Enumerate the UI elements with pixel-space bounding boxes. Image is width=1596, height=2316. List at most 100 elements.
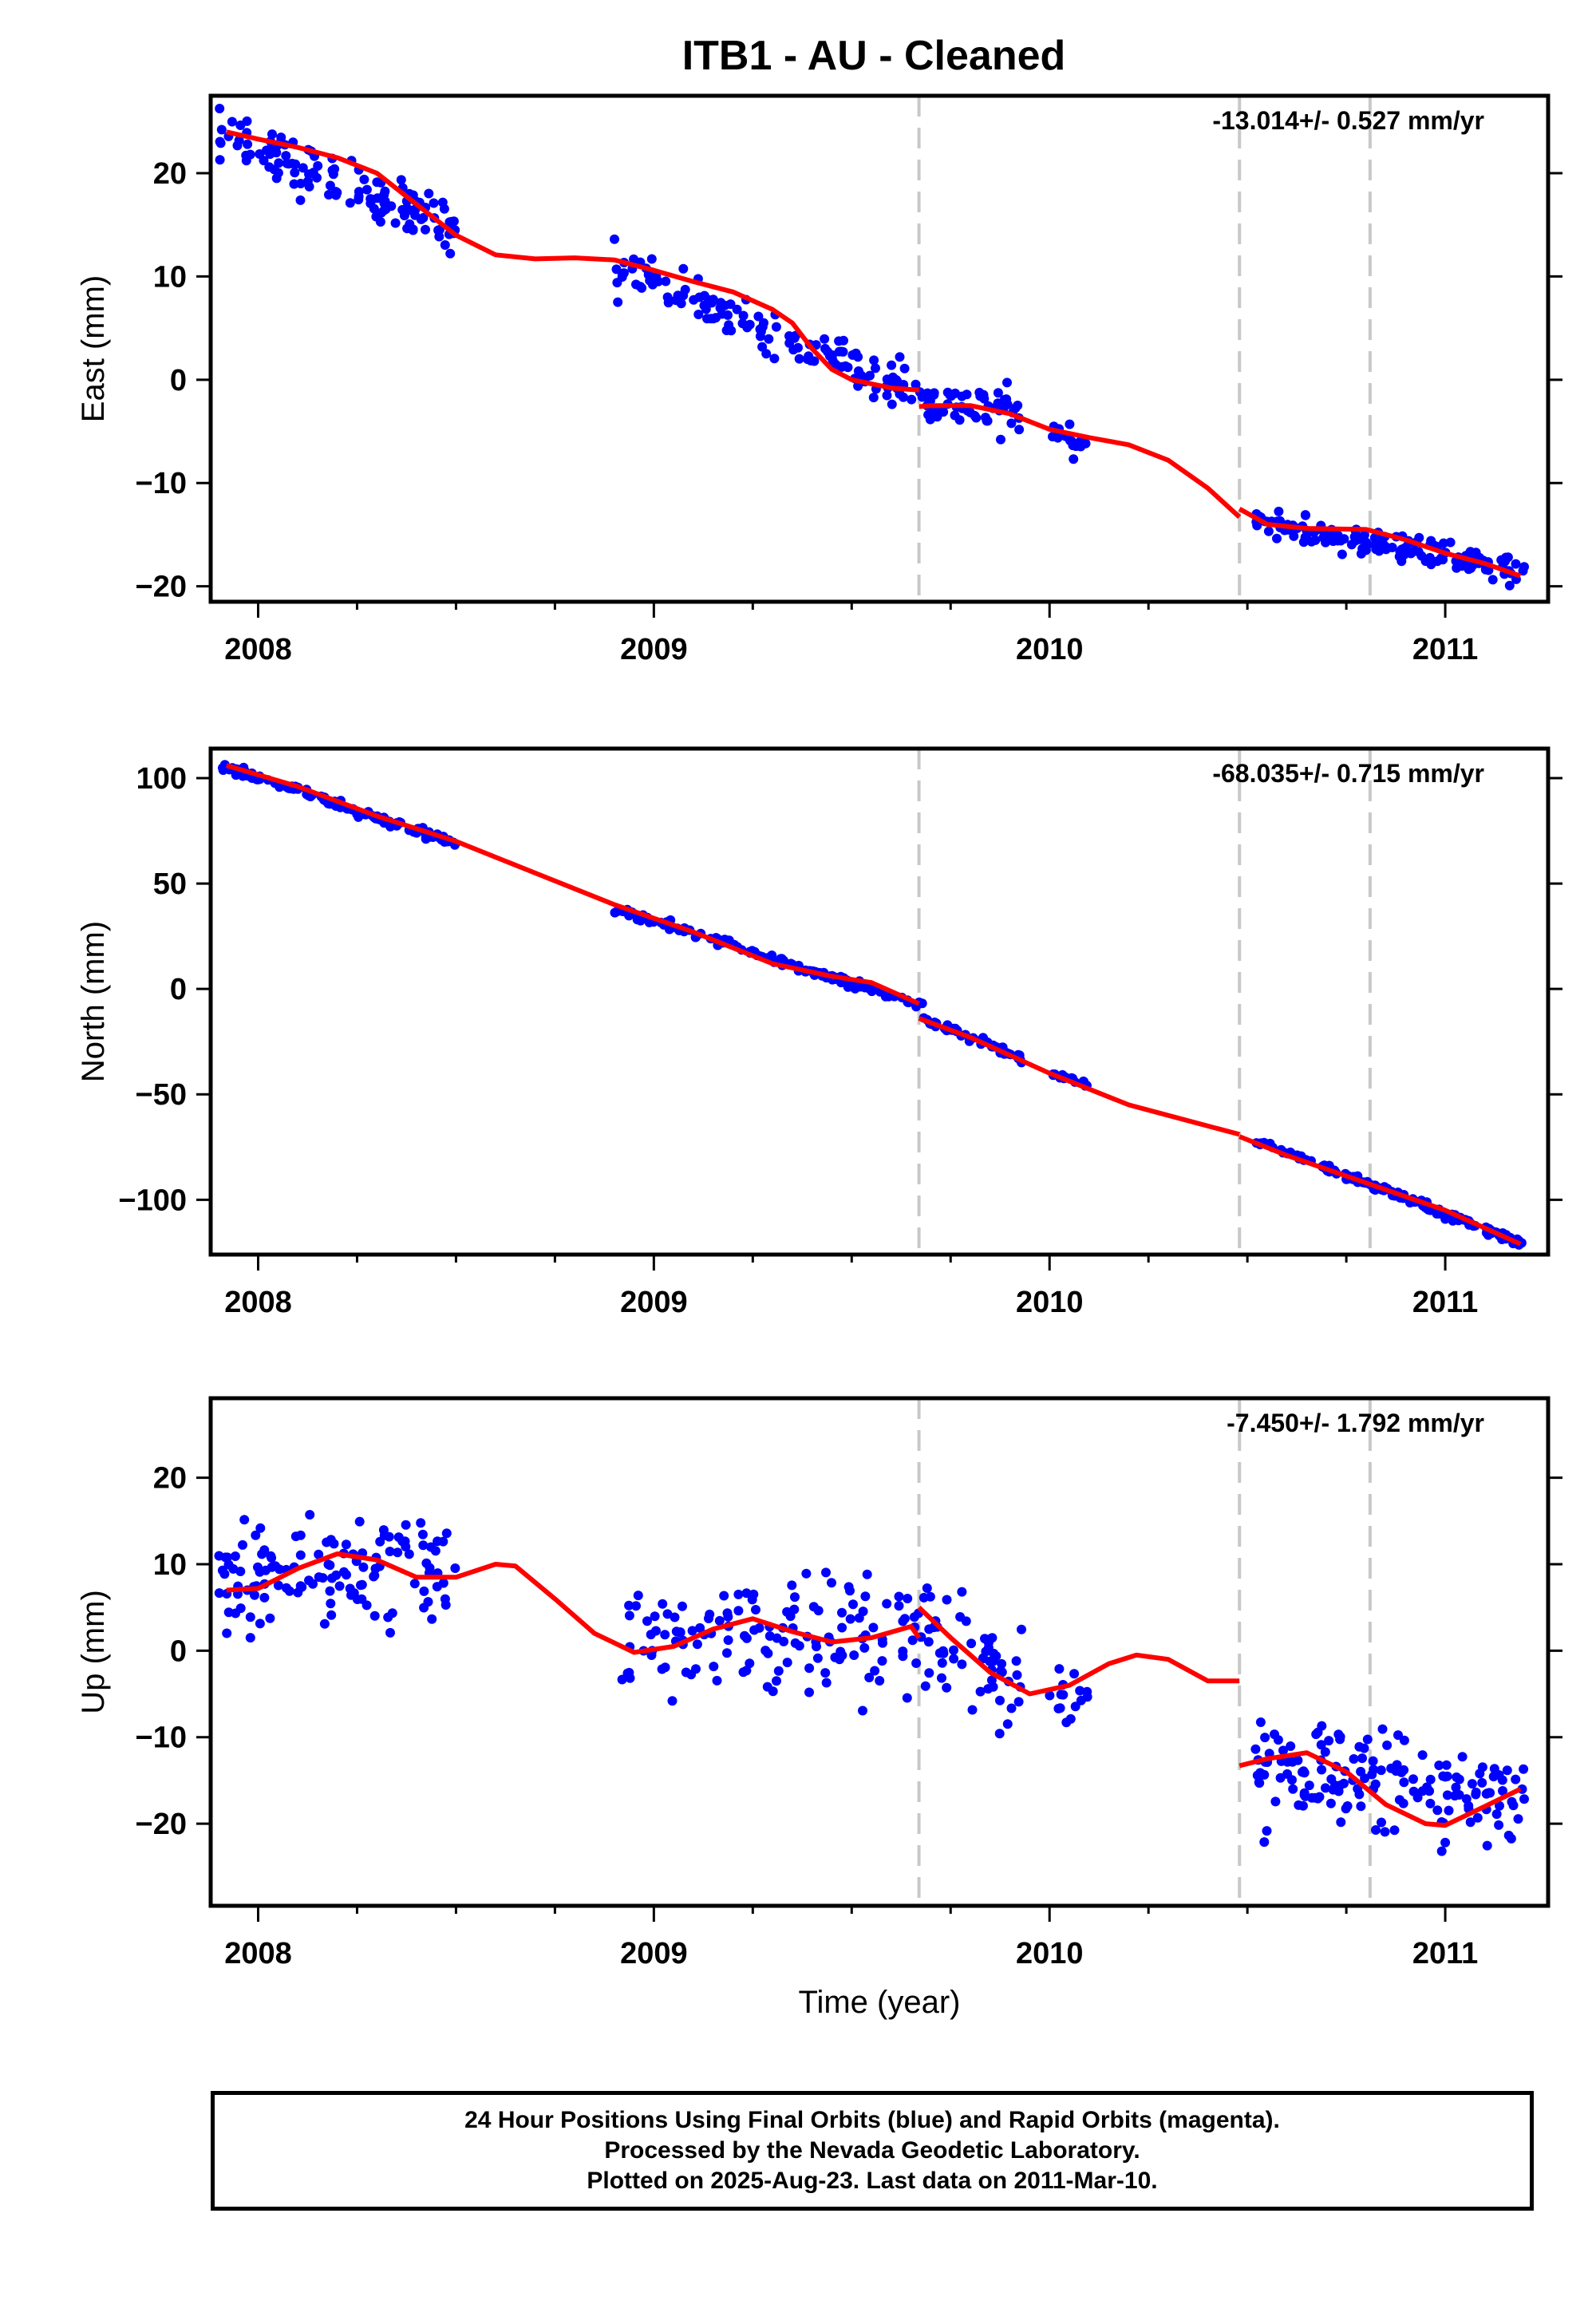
footer-line-1: 24 Hour Positions Using Final Orbits (bl…	[464, 2107, 1280, 2133]
data-point	[339, 1567, 349, 1577]
data-point	[849, 1650, 859, 1660]
data-point	[275, 782, 285, 792]
data-point	[877, 1656, 887, 1666]
data-point	[757, 342, 768, 352]
data-point	[1263, 526, 1274, 536]
data-point	[962, 389, 972, 400]
data-point	[450, 1563, 460, 1573]
data-point	[662, 1609, 673, 1619]
data-point	[265, 149, 275, 160]
data-point	[1326, 1774, 1337, 1784]
data-point	[624, 1611, 634, 1621]
data-point	[902, 1693, 912, 1703]
data-point	[1260, 1733, 1270, 1743]
data-point	[911, 379, 921, 389]
data-point	[988, 1656, 998, 1666]
data-point	[441, 1528, 452, 1539]
data-point	[613, 297, 623, 307]
plot-frame	[208, 93, 1551, 604]
data-point	[273, 1580, 283, 1591]
data-point	[1272, 533, 1282, 543]
data-point	[1349, 1754, 1359, 1764]
data-point	[238, 771, 248, 781]
y-tick-label: 0	[170, 364, 187, 397]
data-point	[358, 1562, 369, 1572]
data-point	[1328, 1784, 1338, 1795]
rate-label: -13.014+/- 0.527 mm/yr	[1212, 106, 1484, 135]
data-point	[772, 1676, 781, 1686]
data-point	[875, 1676, 885, 1686]
data-point	[327, 1573, 337, 1583]
data-point	[923, 1637, 934, 1647]
data-point	[243, 139, 253, 149]
data-point	[993, 388, 1003, 398]
data-point	[232, 140, 243, 151]
data-point	[1317, 1765, 1327, 1775]
data-point	[1300, 510, 1310, 520]
data-point	[986, 1675, 997, 1686]
y-tick-label: −20	[136, 571, 187, 604]
data-point	[869, 355, 879, 366]
data-point	[424, 188, 434, 199]
data-point	[215, 104, 225, 113]
data-point	[1320, 1747, 1330, 1757]
data-point	[661, 276, 671, 287]
data-point	[821, 1678, 832, 1688]
data-points	[215, 104, 1529, 591]
data-point	[1259, 1837, 1270, 1848]
data-point	[784, 338, 795, 348]
data-point	[217, 1565, 227, 1575]
data-point	[633, 1591, 643, 1601]
plot-frame	[208, 746, 1551, 1257]
data-point	[762, 1682, 772, 1692]
data-point	[404, 1549, 414, 1559]
data-point	[1471, 1789, 1481, 1800]
data-points	[214, 1510, 1529, 1856]
data-point	[1002, 377, 1012, 388]
data-point	[1382, 1740, 1393, 1750]
data-point	[1300, 1791, 1310, 1801]
data-point	[612, 907, 622, 917]
data-point	[975, 1686, 986, 1697]
data-point	[671, 295, 681, 306]
data-point	[1511, 1774, 1521, 1784]
data-point	[1011, 1656, 1021, 1666]
data-point	[891, 375, 902, 385]
data-point	[1325, 1798, 1336, 1808]
data-point	[692, 1639, 702, 1650]
data-point	[708, 314, 718, 324]
data-point	[870, 1666, 880, 1676]
model-segment	[1238, 1134, 1522, 1247]
y-tick-label: −100	[118, 1184, 187, 1217]
data-point	[1461, 1794, 1472, 1804]
data-point	[1465, 547, 1476, 557]
data-point	[1070, 1701, 1080, 1712]
data-point	[341, 1539, 351, 1550]
data-point	[1065, 436, 1075, 446]
data-point	[858, 1607, 868, 1617]
data-point	[937, 1658, 947, 1668]
data-point	[1262, 1826, 1272, 1836]
data-point	[755, 324, 765, 334]
data-point	[945, 389, 955, 400]
x-tick-label: 2008	[224, 1937, 292, 1970]
data-point	[1270, 1796, 1281, 1807]
data-point	[865, 370, 875, 381]
data-point	[334, 1581, 345, 1591]
data-point	[216, 124, 227, 135]
data-point	[924, 1668, 934, 1678]
data-point	[1355, 534, 1365, 544]
data-point	[1394, 1795, 1404, 1805]
data-point	[1506, 1833, 1516, 1844]
data-point	[722, 1648, 732, 1658]
data-point	[1313, 1793, 1323, 1804]
data-point	[745, 319, 755, 330]
data-point	[369, 1611, 380, 1621]
data-point	[1367, 1769, 1377, 1780]
data-point	[325, 1586, 335, 1596]
data-point	[635, 915, 646, 926]
data-point	[1360, 1773, 1370, 1784]
data-point	[617, 270, 627, 280]
data-point	[304, 1575, 314, 1586]
data-point	[650, 1611, 660, 1622]
